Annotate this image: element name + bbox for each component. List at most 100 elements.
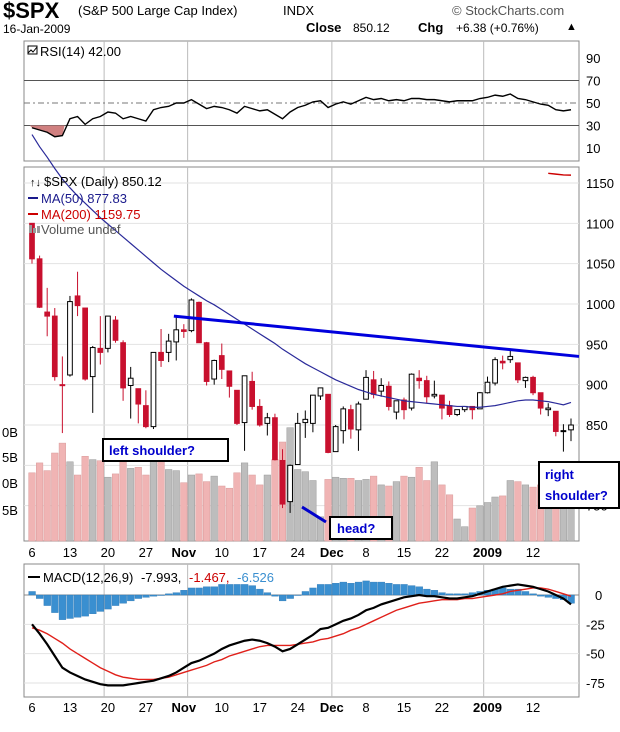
candle-body xyxy=(51,315,58,378)
macd-histogram-bar xyxy=(142,594,150,598)
legend-ma200: MA(200) 1159.75 xyxy=(41,207,141,222)
candle-body xyxy=(44,311,51,317)
volume-bar xyxy=(74,474,82,542)
price-tick-label: 900 xyxy=(586,378,608,393)
volume-bar xyxy=(506,480,514,542)
moving-averages xyxy=(31,134,580,408)
candle-body xyxy=(515,362,521,381)
macd-histogram-bar xyxy=(195,587,203,596)
macd-histogram-bar xyxy=(499,587,507,596)
volume-bar xyxy=(514,481,522,542)
macd-histogram-bar xyxy=(28,591,36,596)
price-tick-label: 1100 xyxy=(586,216,614,231)
right-shoulder-annotation: right shoulder? xyxy=(538,461,620,509)
ma200-line xyxy=(548,172,572,176)
x-axis-label-mid: 15 xyxy=(397,545,411,560)
macd-label-v3: -6.526 xyxy=(237,570,274,585)
volume-bar xyxy=(400,475,408,542)
volume-bar xyxy=(263,474,271,542)
candle-body xyxy=(325,393,331,453)
rsi-tick-label: 30 xyxy=(586,119,600,134)
macd-histogram-bar xyxy=(165,593,173,596)
volume-bar xyxy=(81,456,89,542)
candle-body xyxy=(560,430,567,433)
candle-body xyxy=(143,405,149,428)
macd-histogram-bar xyxy=(172,592,180,596)
macd-series xyxy=(28,580,575,687)
x-axis-label-mid: 17 xyxy=(253,545,267,560)
macd-histogram-bar xyxy=(430,590,439,596)
macd-histogram-bar xyxy=(423,588,431,596)
candle-body xyxy=(67,301,73,376)
macd-histogram-bar xyxy=(529,593,537,596)
candle-body xyxy=(317,387,324,397)
macd-histogram-bar xyxy=(58,594,67,620)
x-axis-label-mid: Dec xyxy=(320,545,344,560)
macd-label-name: MACD(12,26,9) xyxy=(43,570,133,585)
volume-bar xyxy=(187,474,195,542)
candle-body xyxy=(188,299,195,332)
volume-bar xyxy=(165,469,173,542)
x-axis-label-mid: 13 xyxy=(63,545,77,560)
volume-bar xyxy=(104,476,112,542)
svg-text:MACD(12,26,9) -7.993,: MACD(12,26,9) -7.993, -1.467, -6.526 xyxy=(43,570,274,585)
x-axis-label-bottom: 22 xyxy=(435,700,449,715)
candle-body xyxy=(484,381,491,394)
date-label: 16-Jan-2009 xyxy=(3,22,71,36)
macd-histogram-bar xyxy=(233,584,241,596)
volume-bar xyxy=(28,472,36,542)
candle-body xyxy=(347,409,354,430)
candle-body xyxy=(332,426,339,453)
legend-price: $SPX (Daily) 850.12 xyxy=(44,174,162,189)
candle-body xyxy=(36,258,43,308)
volume-bar xyxy=(392,481,400,542)
exchange-label: INDX xyxy=(283,3,315,18)
macd-histogram-bar xyxy=(385,583,393,596)
x-axis-label-bottom: 10 xyxy=(215,700,229,715)
candle-body xyxy=(256,405,263,426)
x-axis-label-mid: 2009 xyxy=(473,545,502,560)
candle-body xyxy=(439,394,445,409)
candle-body xyxy=(385,385,392,407)
rsi-line xyxy=(31,93,572,138)
macd-histogram-bar xyxy=(446,593,454,596)
volume-bar xyxy=(415,467,423,542)
candle-body xyxy=(226,370,233,387)
volume-bar xyxy=(96,460,104,542)
volume-bar xyxy=(461,526,469,542)
price-legend: ↑↓ $SPX (Daily) 850.12 MA(50) 877.83 MA(… xyxy=(28,174,162,237)
rsi-oversold-fill xyxy=(29,125,65,137)
candle-body xyxy=(105,315,111,349)
right-shoulder-label-1: right xyxy=(545,467,575,482)
volume-bar xyxy=(172,470,180,542)
candle-body xyxy=(29,222,35,260)
candle-body xyxy=(302,418,309,424)
candle-body xyxy=(492,359,498,384)
volume-bar xyxy=(218,485,226,542)
macd-histogram-bar xyxy=(324,584,332,596)
candle-body xyxy=(74,295,81,307)
volume-bar xyxy=(203,481,211,542)
candle-body xyxy=(218,355,225,370)
macd-histogram-bar xyxy=(36,594,44,599)
volume-bar xyxy=(370,475,378,542)
volume-bar xyxy=(66,461,74,542)
candle-body xyxy=(469,405,476,411)
candle-body xyxy=(173,329,180,343)
macd-histogram-bar xyxy=(354,581,363,596)
x-axis-label-mid: Nov xyxy=(172,545,197,560)
legend-candle-glyph: ↑↓ xyxy=(30,177,41,189)
rsi-tick-label: 50 xyxy=(586,96,600,111)
macd-histogram-bar xyxy=(415,586,423,596)
index-name: (S&P 500 Large Cap Index) xyxy=(78,3,238,18)
x-axis-label-bottom: 20 xyxy=(101,700,115,715)
candle-body xyxy=(477,392,483,410)
symbol-title: $SPX xyxy=(3,0,60,23)
rsi-label: RSI(14) 42.00 xyxy=(40,44,121,59)
candle-body xyxy=(165,340,172,353)
volume-bar xyxy=(301,471,309,542)
candle-body xyxy=(530,376,536,394)
candle-body xyxy=(401,399,407,411)
macd-histogram-bar xyxy=(218,584,226,596)
volume-tick-label: 0B xyxy=(2,476,18,491)
